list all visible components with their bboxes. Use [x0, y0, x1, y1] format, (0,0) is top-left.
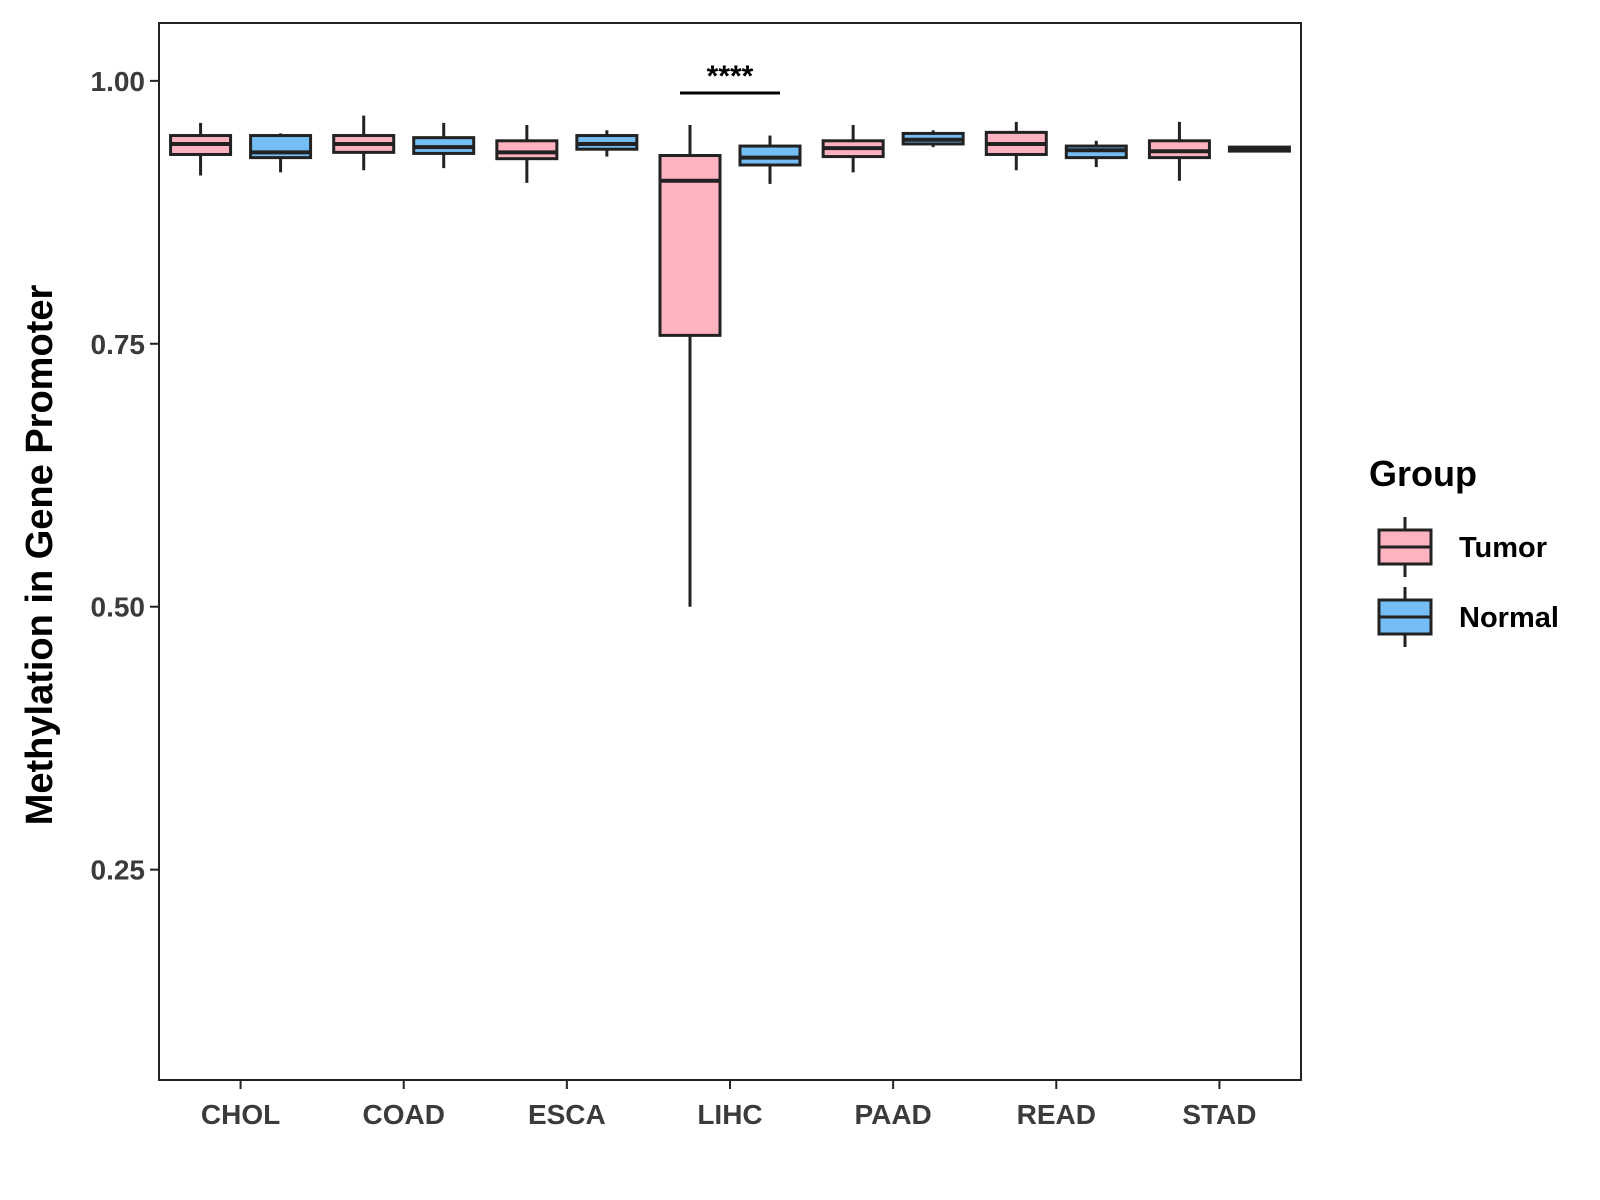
box-normal-esca	[575, 130, 639, 157]
box-tumor-chol	[169, 122, 233, 176]
box-tumor-paad	[821, 125, 885, 173]
y-tick-label: 0.75	[91, 329, 146, 360]
significance-label: ****	[707, 60, 754, 93]
y-axis: 0.25 0.50 0.75 1.00	[91, 66, 159, 886]
x-tick-label: ESCA	[528, 1099, 606, 1130]
legend-title: Group	[1369, 453, 1477, 494]
y-axis-title: Methylation in Gene Promoter	[19, 285, 61, 826]
box-normal-coad	[412, 122, 476, 169]
x-tick-label: READ	[1017, 1099, 1096, 1130]
y-tick-label: 1.00	[91, 66, 146, 97]
box-iqr	[658, 154, 722, 337]
legend: Group Tumor Normal	[1369, 453, 1559, 647]
box-iqr	[495, 139, 559, 161]
legend-key-tumor	[1377, 517, 1433, 577]
plot-panel	[158, 22, 1302, 1081]
box-normal-lihc	[738, 135, 802, 184]
box-series	[169, 115, 1291, 607]
legend-label-normal: Normal	[1459, 602, 1559, 634]
box-tumor-coad	[332, 115, 396, 171]
box-tumor-stad	[1147, 121, 1211, 181]
x-tick-label: COAD	[362, 1099, 444, 1130]
legend-label-tumor: Tumor	[1459, 532, 1547, 564]
box-tumor-lihc	[658, 125, 722, 607]
y-tick-label: 0.50	[91, 592, 146, 623]
box-normal-stad	[1227, 145, 1291, 153]
box-tumor-read	[984, 121, 1048, 171]
x-tick-label: STAD	[1182, 1099, 1256, 1130]
box-iqr	[1147, 139, 1211, 160]
x-tick-label: LIHC	[697, 1099, 762, 1130]
box-normal-read	[1064, 140, 1128, 168]
box-iqr	[738, 144, 802, 167]
x-tick-label: CHOL	[201, 1099, 280, 1130]
legend-key-normal	[1377, 587, 1433, 647]
x-axis: CHOL COAD ESCA LIHC PAAD READ STAD	[201, 1080, 1257, 1130]
y-tick-label: 0.25	[91, 855, 146, 886]
x-tick-label: PAAD	[855, 1099, 932, 1130]
box-normal-paad	[901, 130, 965, 148]
box-normal-chol	[249, 133, 313, 173]
box-tumor-esca	[495, 125, 559, 183]
annotations: ****	[680, 60, 780, 95]
